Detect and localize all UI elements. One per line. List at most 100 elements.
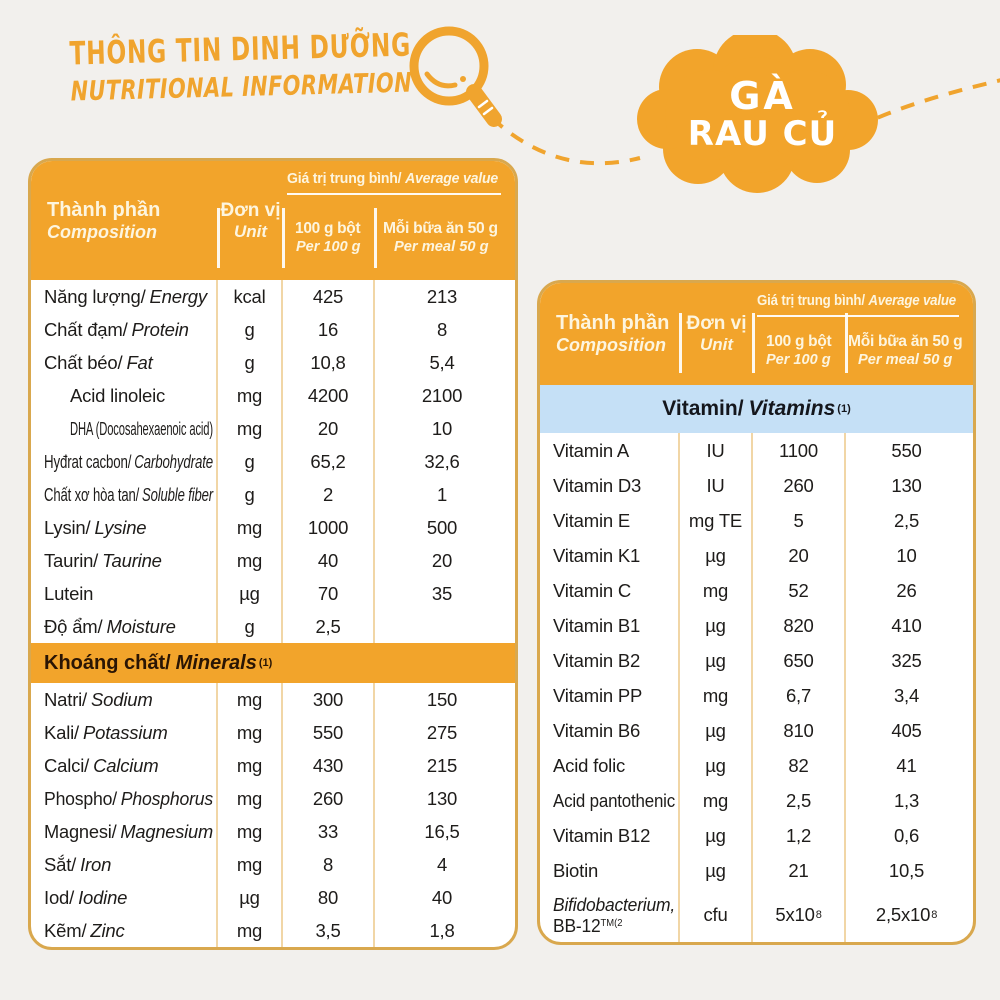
unit-cell: µg (680, 643, 753, 678)
unit-cell: IU (680, 468, 753, 503)
per-100g-cell: 430 (283, 749, 375, 782)
table-row: Vitamin B1 µg 820 410 (540, 608, 973, 643)
table-row: Hyđrat cacbon/Carbohydrate g 65,2 32,6 (31, 445, 515, 478)
unit-cell: mg (218, 511, 283, 544)
per-meal-cell: 16,5 (424, 820, 460, 842)
composition-cell: Hyđrat cacbon/Carbohydrate (31, 445, 218, 478)
per-meal-cell: 8 (436, 318, 448, 340)
per-100g-cell: 1,2 (753, 818, 846, 853)
composition-cell: Acid linoleic (31, 379, 218, 412)
per-100g-cell: 82 (753, 748, 846, 783)
column-header-per-meal-50g: Mỗi bữa ăn 50 gPer meal 50 g (847, 333, 963, 368)
per-meal-cell: 10 (896, 544, 917, 566)
per-100g-cell: 260 (283, 782, 375, 815)
table-row: Acid folic µg 82 41 (540, 748, 973, 783)
table-row: Lutein µg 70 35 (31, 577, 515, 610)
per-meal-cell: 1,3 (893, 789, 920, 811)
table-row: Acid pantothenic mg 2,5 1,3 (540, 783, 973, 818)
table-row: Vitamin B2 µg 650 325 (540, 643, 973, 678)
composition-cell: Vitamin E (540, 503, 680, 538)
unit-cell: µg (680, 538, 753, 573)
unit-cell: cfu (680, 888, 753, 942)
unit-cell: mg (218, 412, 283, 445)
per-meal-cell: 1,8 (429, 919, 455, 941)
composition-cell: Kali/Potassium (31, 716, 218, 749)
composition-cell: Magnesi/Magnesium (31, 815, 218, 848)
per-meal-cell: 10 (431, 417, 453, 439)
composition-cell: Vitamin K1 (540, 538, 680, 573)
flavor-badge: GÀ RAU CỦ (635, 35, 890, 195)
composition-cell: Chất đạm/Protein (31, 313, 218, 346)
per-100g-cell: 260 (753, 468, 846, 503)
per-meal-cell: 275 (426, 721, 458, 743)
composition-cell: Vitamin B6 (540, 713, 680, 748)
per-100g-cell: 300 (283, 683, 375, 716)
unit-cell: mg (218, 544, 283, 577)
per-100g-cell: 16 (283, 313, 375, 346)
unit-cell: mg (218, 914, 283, 947)
per-100g-cell: 6,7 (753, 678, 846, 713)
composition-cell: Biotin (540, 853, 680, 888)
per-meal-cell: 150 (426, 688, 458, 710)
flavor-badge-text: GÀ RAU CỦ (635, 35, 890, 195)
per-meal-cell: 130 (426, 787, 458, 809)
unit-cell: mg (218, 815, 283, 848)
per-meal-cell: 20 (431, 549, 453, 571)
unit-cell: mg TE (680, 503, 753, 538)
page-title: THÔNG TIN DINH DƯỠNG NUTRITIONAL INFORMA… (69, 25, 416, 108)
composition-cell: DHA (Docosahexaenoic acid) (31, 412, 218, 445)
composition-cell: Acid folic (540, 748, 680, 783)
composition-cell: Bifidobacterium, BB-12TM(2 (540, 888, 680, 942)
per-100g-cell: 425 (283, 280, 375, 313)
unit-cell: g (218, 478, 283, 511)
unit-cell: µg (680, 608, 753, 643)
table-row: Vitamin C mg 52 26 (540, 573, 973, 608)
per-meal-cell: 40 (431, 886, 453, 908)
dashed-line-left (490, 116, 641, 166)
table-row: Độ ẩm/Moisture g 2,5 (31, 610, 515, 643)
table-row: Kẽm/Zinc mg 3,5 1,8 (31, 914, 515, 947)
per-meal-cell: 2,5 (893, 509, 920, 531)
per-100g-cell: 650 (753, 643, 846, 678)
unit-cell: mg (218, 716, 283, 749)
table-row: Vitamin D3 IU 260 130 (540, 468, 973, 503)
unit-cell: mg (218, 848, 283, 881)
composition-cell: Taurin/Taurine (31, 544, 218, 577)
composition-cell: Lysin/Lysine (31, 511, 218, 544)
unit-cell: IU (680, 433, 753, 468)
table-row: Vitamin B12 µg 1,2 0,6 (540, 818, 973, 853)
column-header-composition: Thành phần Composition (556, 312, 670, 355)
unit-cell: mg (680, 783, 753, 818)
per-100g-cell: 820 (753, 608, 846, 643)
composition-table: Thành phần Composition Đơn vị Unit Giá trị… (28, 158, 518, 950)
per-100g-cell: 33 (283, 815, 375, 848)
vitamins-section-header: Vitamin/Vitamins (1) (540, 385, 973, 433)
per-100g-cell: 10,8 (283, 346, 375, 379)
per-meal-cell: 215 (426, 754, 458, 776)
composition-cell: Acid pantothenic (540, 783, 680, 818)
column-header-unit: Đơn vị Unit (220, 199, 281, 241)
composition-cell: Vitamin D3 (540, 468, 680, 503)
per-meal-cell: 35 (431, 582, 453, 604)
unit-cell: µg (680, 818, 753, 853)
table-row: Chất béo/Fat g 10,8 5,4 (31, 346, 515, 379)
per-100g-cell: 65,2 (283, 445, 375, 478)
per-100g-cell: 1100 (753, 433, 846, 468)
table-row: Phospho/Phosphorus mg 260 130 (31, 782, 515, 815)
table-row: Năng lượng/Energy kcal 425 213 (31, 280, 515, 313)
unit-cell: mg (680, 573, 753, 608)
per-100g-cell: 40 (283, 544, 375, 577)
composition-cell: Calci/Calcium (31, 749, 218, 782)
column-header-per-100g: 100 g bộtPer 100 g (295, 219, 361, 255)
table-row: Vitamin K1 µg 20 10 (540, 538, 973, 573)
composition-cell: Iod/Iodine (31, 881, 218, 914)
table-row: Chất xơ hòa tan/Soluble fiber g 2 1 (31, 478, 515, 511)
table-row: Chất đạm/Protein g 16 8 (31, 313, 515, 346)
per-100g-cell: 20 (753, 538, 846, 573)
unit-cell: mg (218, 379, 283, 412)
per-100g-cell: 21 (753, 853, 846, 888)
composition-cell: Vitamin B1 (540, 608, 680, 643)
composition-cell: Vitamin C (540, 573, 680, 608)
per-meal-cell: 4 (436, 853, 448, 875)
table-row: Vitamin B6 µg 810 405 (540, 713, 973, 748)
